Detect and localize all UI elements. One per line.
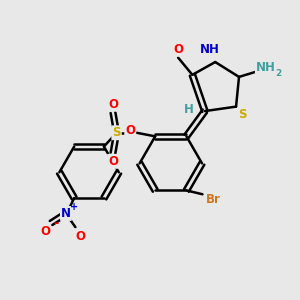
- Text: O: O: [108, 98, 118, 111]
- Text: -: -: [53, 217, 58, 230]
- Text: O: O: [173, 43, 183, 56]
- Text: O: O: [75, 230, 85, 243]
- Text: N: N: [61, 207, 71, 220]
- Text: O: O: [125, 124, 135, 137]
- Text: H: H: [184, 103, 194, 116]
- Text: O: O: [40, 225, 50, 239]
- Text: 2: 2: [276, 68, 282, 77]
- Text: O: O: [108, 155, 118, 168]
- Text: NH: NH: [200, 43, 220, 56]
- Text: NH: NH: [256, 61, 276, 74]
- Text: Br: Br: [206, 193, 220, 206]
- Text: +: +: [70, 202, 78, 212]
- Text: S: S: [112, 126, 121, 139]
- Text: S: S: [238, 108, 247, 121]
